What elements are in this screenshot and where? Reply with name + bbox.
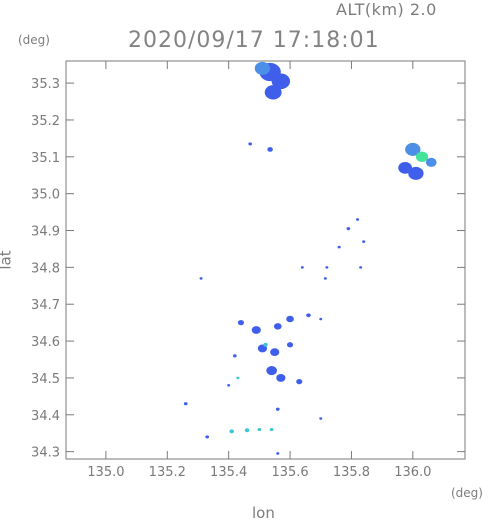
echo-cell xyxy=(254,61,271,75)
y-tick-label: 34.4 xyxy=(31,409,60,424)
echo-cell xyxy=(236,376,240,380)
echo-cell xyxy=(323,277,327,280)
y-tick-label: 34.9 xyxy=(31,225,60,240)
echo-cell xyxy=(273,323,282,330)
y-axis-ticks: 35.3 35.2 35.1 35.0 34.9 34.8 34.7 34.6 34.5 34.4… xyxy=(31,77,465,461)
y-tick-label: 34.5 xyxy=(31,372,60,387)
x-tick-label: 135.0 xyxy=(87,465,124,480)
echo-cell xyxy=(237,320,245,326)
echo-cell xyxy=(205,435,210,439)
y-tick-label: 35.2 xyxy=(31,114,60,129)
echo-cell xyxy=(425,157,437,167)
echo-cell xyxy=(232,354,237,358)
echo-cell xyxy=(251,326,261,334)
echo-cell xyxy=(244,428,250,433)
echo-cell xyxy=(319,417,323,420)
y-tick-label: 34.3 xyxy=(31,446,60,461)
echo-cell xyxy=(263,342,268,347)
echo-cell xyxy=(286,342,294,348)
echo-cell xyxy=(405,142,421,156)
x-tick-label: 135.2 xyxy=(149,465,186,480)
x-tick-label: 136.0 xyxy=(394,465,431,480)
echo-cell xyxy=(359,266,363,269)
echo-cell xyxy=(264,85,282,100)
echo-cell xyxy=(269,427,274,432)
y-tick-label: 35.0 xyxy=(31,188,60,203)
x-tick-label: 135.6 xyxy=(271,465,308,480)
echo-cell xyxy=(337,245,341,249)
y-tick-label: 35.3 xyxy=(31,77,60,92)
altitude-label: ALT(km) 2.0 xyxy=(336,0,437,19)
echo-cell xyxy=(227,384,231,387)
echo-cell xyxy=(275,407,280,411)
echo-cell xyxy=(362,240,366,243)
y-tick-label: 35.1 xyxy=(31,151,60,166)
echo-cell xyxy=(276,374,286,382)
map-frame xyxy=(65,60,466,460)
y-axis-unit: (deg) xyxy=(18,33,50,47)
echo-cell xyxy=(300,266,304,269)
echo-cell xyxy=(356,218,360,221)
echo-cell xyxy=(267,147,273,152)
echo-cell xyxy=(229,429,235,434)
echo-cell xyxy=(257,427,262,432)
echo-cell xyxy=(183,402,188,406)
x-axis-ticks: 135.0 135.2 135.4 135.6 135.8 136.0 xyxy=(87,61,431,480)
echo-cell xyxy=(266,365,278,376)
x-axis-title: lon xyxy=(252,504,275,522)
echo-cell xyxy=(306,313,311,318)
echo-cell xyxy=(415,151,429,163)
echo-cell xyxy=(346,227,351,231)
x-tick-label: 135.4 xyxy=(210,465,247,480)
echo-cells xyxy=(183,61,437,455)
echo-cell xyxy=(319,317,323,321)
x-axis-unit: (deg) xyxy=(451,486,483,500)
echo-cell xyxy=(270,348,280,357)
y-tick-label: 34.8 xyxy=(31,261,60,276)
y-tick-label: 34.6 xyxy=(31,335,60,350)
echo-cell xyxy=(286,315,294,323)
echo-cell xyxy=(325,266,329,269)
echo-cell xyxy=(271,73,291,90)
echo-cell xyxy=(199,277,203,280)
echo-cell xyxy=(276,452,280,455)
echo-cell xyxy=(248,142,252,146)
echo-cell xyxy=(408,166,424,180)
x-tick-label: 135.8 xyxy=(333,465,370,480)
y-tick-label: 34.7 xyxy=(31,298,60,313)
timestamp-title: 2020/09/17 17:18:01 xyxy=(128,28,380,53)
echo-cell xyxy=(296,379,303,385)
echo-cell xyxy=(398,162,413,174)
